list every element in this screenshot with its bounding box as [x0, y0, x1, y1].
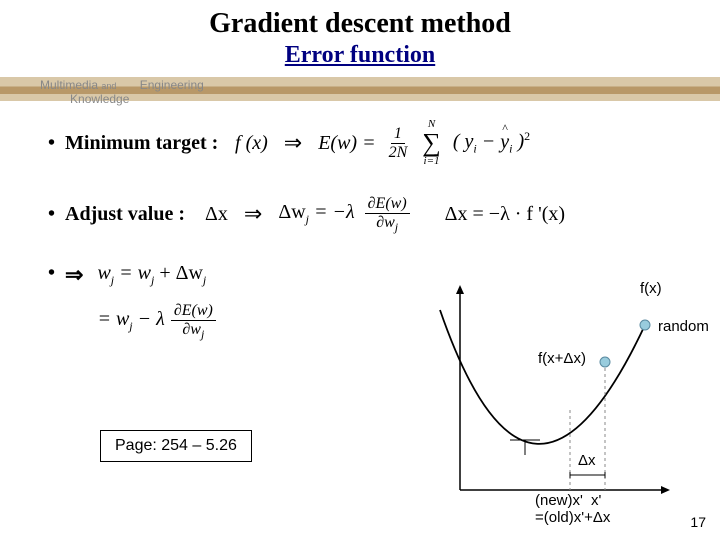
min-sum-bottom: i=1: [424, 156, 440, 167]
slide-number: 17: [690, 514, 706, 530]
min-lhs: f (x): [235, 132, 268, 155]
fx-label: f(x): [640, 280, 662, 297]
gradient-chart: f(x) random f(x+Δx) Δx (new)x' x' =(old)…: [430, 280, 710, 530]
banner-word-3: Engineering: [140, 78, 204, 92]
banner-strip: Multimedia and Engineering Knowledge: [0, 77, 720, 101]
adj-rhs: Δx = −λ · f '(x): [445, 203, 565, 226]
bullet-dot: •: [48, 203, 55, 226]
bullet-adjust: • Adjust value : Δx ⇒ Δwj = −λ ∂E(w) ∂wj…: [48, 195, 688, 234]
upd-frac-den: ∂wj: [179, 321, 207, 341]
random-label: random: [658, 318, 709, 335]
bullet-minimum: • Minimum target : f (x) ⇒ E(w) = 1 2N N…: [48, 119, 688, 167]
adj-frac: ∂E(w) ∂wj: [365, 195, 410, 234]
banner-word-2: and: [101, 81, 116, 91]
implies-icon: ⇒: [244, 201, 262, 227]
min-frac: 1 2N: [386, 125, 411, 161]
newx-label: (new)x' x' =(old)x'+Δx: [535, 492, 610, 526]
upd-eq1: wj = wj + Δwj: [97, 262, 206, 288]
update-equation: wj = wj + Δwj = wj − λ ∂E(w) ∂wj: [97, 262, 215, 341]
implies-icon: ⇒: [284, 130, 302, 156]
sigma-icon: ∑: [422, 130, 441, 156]
min-frac-num: 1: [391, 125, 405, 144]
upd-frac: ∂E(w) ∂wj: [171, 302, 216, 341]
adjust-equation: Δx ⇒ Δwj = −λ ∂E(w) ∂wj Δx = −λ · f '(x): [205, 195, 565, 234]
minimum-label: Minimum target :: [65, 132, 235, 155]
upd-frac-num: ∂E(w): [171, 302, 216, 321]
bullet-dot: •: [48, 262, 55, 285]
fxdx-label: f(x+Δx): [538, 350, 586, 367]
adjust-label: Adjust value :: [65, 203, 205, 226]
adj-lhs: Δx: [205, 203, 228, 226]
adj-frac-num: ∂E(w): [365, 195, 410, 214]
slide-subtitle: Error function: [0, 42, 720, 69]
min-sum: N ∑ i=1: [422, 119, 441, 167]
page-reference-box: Page: 254 – 5.26: [100, 430, 252, 462]
upd-eq2: = wj − λ ∂E(w) ∂wj: [97, 302, 215, 341]
minimum-equation: f (x) ⇒ E(w) = 1 2N N ∑ i=1 ( yi − yi )2: [235, 119, 530, 167]
min-frac-den: 2N: [386, 144, 411, 162]
min-sum-body: ( yi − yi )2: [453, 129, 530, 157]
slide-root: Gradient descent method Error function M…: [0, 0, 720, 540]
adj-frac-den: ∂wj: [373, 214, 401, 234]
arrow-bullet: ⇒: [65, 262, 83, 288]
slide-title: Gradient descent method: [0, 0, 720, 40]
dx-label: Δx: [578, 452, 596, 469]
min-rhs-lead: E(w) =: [318, 132, 375, 155]
banner-word-1: Multimedia: [40, 78, 98, 92]
adj-mid: Δwj = −λ: [278, 201, 354, 227]
bullet-dot: •: [48, 132, 55, 155]
